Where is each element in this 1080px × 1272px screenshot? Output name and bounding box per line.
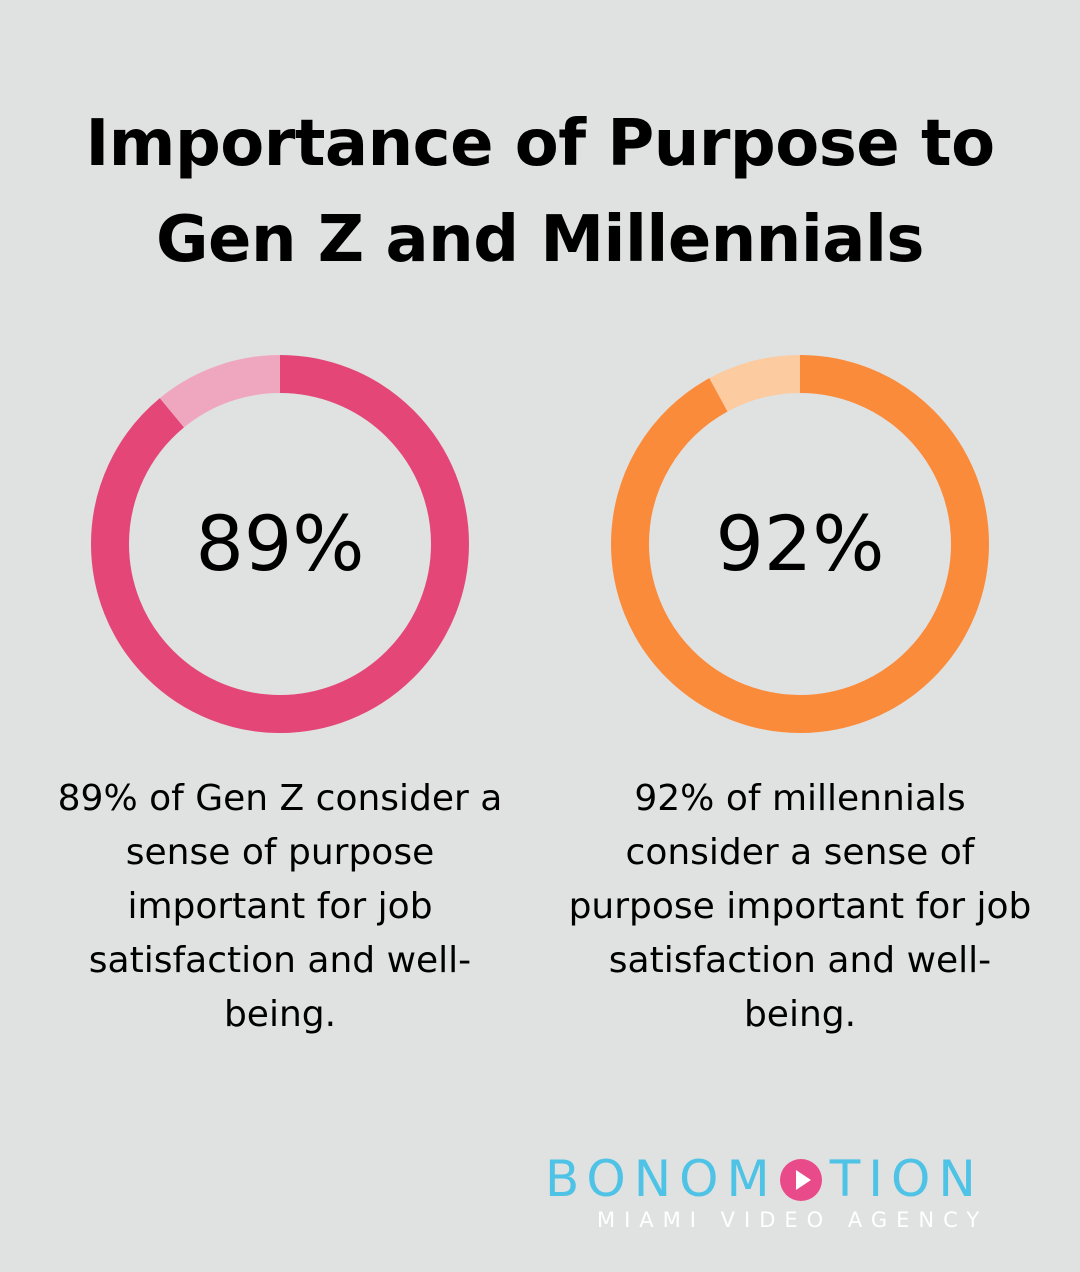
logo-wordmark: BONOM TION — [545, 1150, 1035, 1208]
bonomotion-logo: BONOM TION MIAMI VIDEO AGENCY — [545, 1150, 1035, 1240]
caption-gen-z: 89% of Gen Z consider a sense of purpose… — [57, 778, 503, 1035]
logo-name-start: BONOM — [545, 1150, 778, 1208]
donut-segment-remainder — [611, 355, 989, 733]
donut-svg-gen-z — [91, 355, 469, 733]
donut-chart-millennials: 92% — [610, 354, 990, 734]
logo-name-end: TION — [829, 1150, 984, 1208]
donut-svg-millennials — [611, 355, 989, 733]
page-title: Importance of Purpose to Gen Z and Mille… — [0, 96, 1080, 288]
title-line-2: Gen Z and Millennials — [156, 203, 925, 277]
play-icon — [779, 1159, 822, 1201]
logo-tagline: MIAMI VIDEO AGENCY — [597, 1208, 989, 1232]
caption-millennials: 92% of millennials consider a sense of p… — [568, 778, 1032, 1035]
donut-chart-gen-z: 89% — [90, 354, 470, 734]
donut-value-gen-z: 89% — [195, 499, 365, 588]
donut-segment-remainder — [91, 355, 469, 733]
title-line-1: Importance of Purpose to — [85, 107, 995, 181]
donut-value-millennials: 92% — [715, 499, 885, 588]
